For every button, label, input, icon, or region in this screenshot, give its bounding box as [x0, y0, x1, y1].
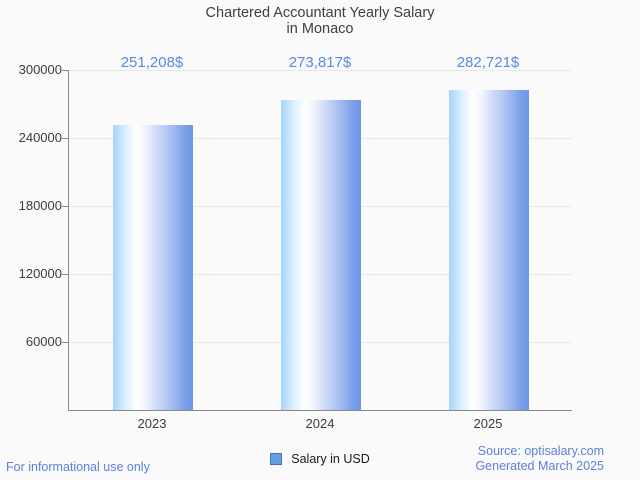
y-axis-label: 60000: [25, 334, 62, 349]
x-axis-label-2024: 2024: [305, 416, 335, 431]
y-axis-label: 240000: [18, 130, 62, 145]
y-axis-label: 300000: [18, 62, 62, 77]
bar-value-label-2023: 251,208$: [120, 54, 184, 71]
generated-text: Generated March 2025: [475, 459, 604, 473]
chart-title-line2: in Monaco: [286, 21, 354, 37]
legend: Salary in USD: [0, 452, 640, 466]
legend-label: Salary in USD: [291, 452, 370, 466]
bar-value-label-2025: 282,721$: [456, 54, 520, 71]
chart-title-line1: Chartered Accountant Yearly Salary: [205, 5, 435, 21]
legend-marker-icon: [270, 453, 283, 465]
bar-2025: [449, 90, 529, 410]
disclaimer-text: For informational use only: [6, 460, 150, 474]
y-axis-label: 180000: [18, 198, 62, 213]
source-attribution: Source: optisalary.com Generated March 2…: [475, 444, 604, 474]
y-tick: [62, 70, 68, 71]
chart-title: Chartered Accountant Yearly Salary in Mo…: [0, 5, 640, 37]
x-axis-label-2025: 2025: [473, 416, 503, 431]
bar-value-label-2024: 273,817$: [288, 54, 352, 71]
y-axis-label: 120000: [18, 266, 62, 281]
bar-2023: [113, 125, 193, 410]
y-tick: [62, 342, 68, 343]
y-tick: [62, 274, 68, 275]
plot-area: [62, 70, 572, 411]
y-tick: [62, 138, 68, 139]
y-tick: [62, 206, 68, 207]
source-text: Source: optisalary.com: [477, 444, 604, 458]
x-axis-label-2023: 2023: [137, 416, 167, 431]
gridline-300000: [69, 70, 572, 71]
bar-2024: [281, 100, 361, 410]
